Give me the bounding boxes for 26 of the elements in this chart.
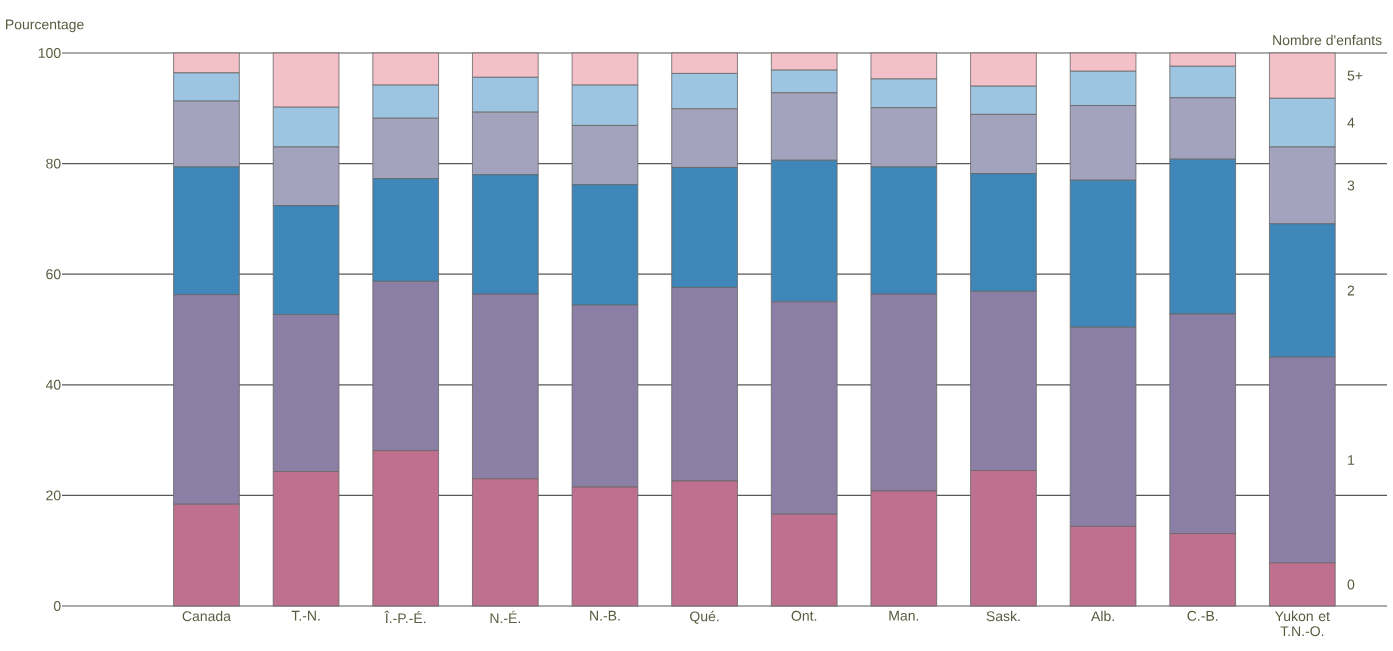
y-tick-label: 40 — [45, 379, 61, 390]
series-label: 4 — [1347, 117, 1355, 128]
series-label: 0 — [1347, 579, 1355, 590]
y-tick-label: 80 — [46, 158, 61, 169]
x-tick-label: Man. — [889, 610, 919, 621]
legend-title: Nombre d'enfants — [1273, 34, 1382, 46]
x-tick-label: Yukon et T.N.-O. — [1275, 610, 1330, 637]
x-tick-label: Î.-P.-É. — [384, 610, 426, 624]
y-tick-label: 60 — [46, 269, 61, 280]
series-label: 1 — [1348, 455, 1355, 465]
x-tick-label: Ont. — [791, 610, 817, 621]
x-tick-label: Alb. — [1091, 610, 1114, 622]
x-tick-label: N.-B. — [590, 610, 620, 621]
y-tick-label: 20 — [46, 490, 61, 501]
x-tick-label: Sask. — [986, 610, 1020, 622]
x-tick-label: Qué. — [690, 610, 719, 624]
series-label: 3 — [1347, 180, 1355, 191]
x-tick-label: N.-É. — [490, 610, 520, 624]
x-tick-label: C.-B. — [1187, 610, 1218, 621]
series-label: 5+ — [1347, 70, 1363, 81]
x-tick-label: Canada — [182, 610, 231, 622]
series-label: 2 — [1347, 285, 1355, 296]
y-axis-title: Pourcentage — [6, 19, 84, 33]
x-tick-label: T.-N. — [291, 610, 320, 621]
y-tick-label: 0 — [53, 601, 61, 611]
y-tick-label: 100 — [38, 48, 61, 58]
